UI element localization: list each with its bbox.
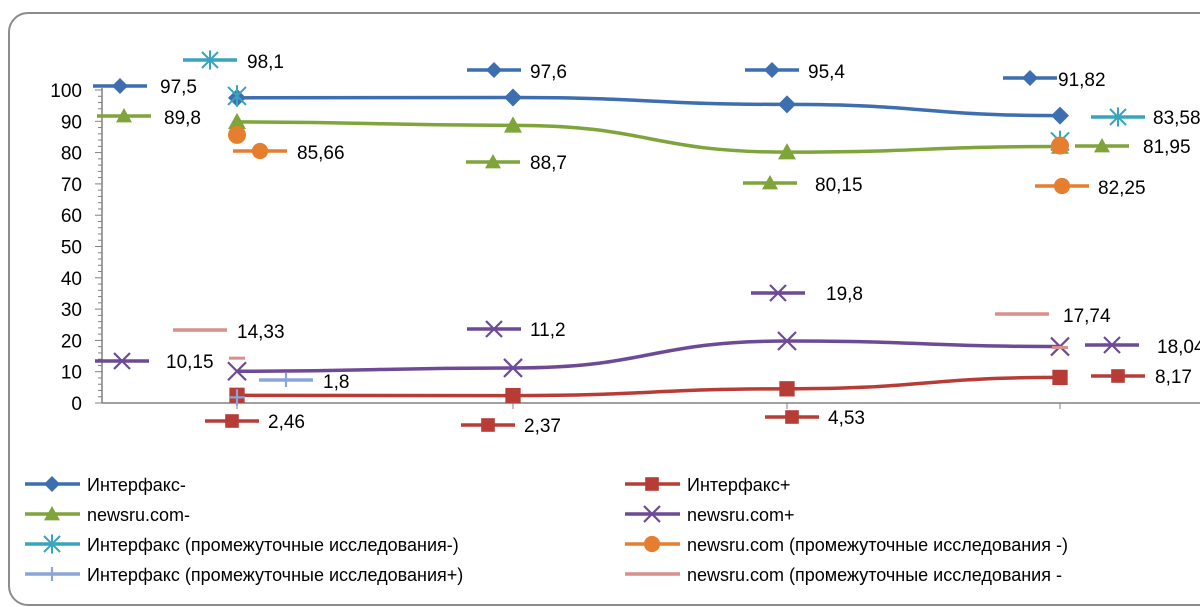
data-label: 17,74 bbox=[1063, 306, 1111, 327]
label-key-marker bbox=[201, 50, 219, 70]
data-label: 85,66 bbox=[297, 143, 345, 164]
y-tick-label: 80 bbox=[61, 144, 82, 165]
data-label: 4,53 bbox=[828, 408, 865, 429]
data-label: 97,5 bbox=[160, 77, 197, 98]
label-key-marker bbox=[1053, 177, 1071, 195]
y-tick-label: 60 bbox=[61, 206, 82, 227]
legend-label: newsru.com (промежуточные исследования - bbox=[687, 565, 1062, 585]
data-label: 97,6 bbox=[530, 62, 567, 83]
data-label: 2,37 bbox=[524, 416, 561, 437]
label-key-marker bbox=[785, 410, 799, 424]
y-tick-label: 0 bbox=[71, 394, 82, 415]
data-label: 11,2 bbox=[530, 320, 566, 341]
legend-label: Интерфакс (промежуточные исследования-) bbox=[87, 535, 459, 555]
legend-marker bbox=[44, 476, 60, 492]
data-label: 95,4 bbox=[808, 62, 845, 83]
data-label: 83,58 bbox=[1153, 108, 1200, 129]
data-point bbox=[228, 112, 246, 130]
label-key-marker bbox=[1111, 369, 1125, 383]
data-label: 80,15 bbox=[815, 175, 863, 196]
label-key-marker bbox=[1094, 138, 1110, 153]
label-key-marker bbox=[481, 418, 495, 432]
series-line bbox=[236, 339, 1061, 373]
data-point bbox=[504, 88, 522, 107]
label-key-marker bbox=[1109, 107, 1127, 127]
legend-marker bbox=[44, 506, 60, 521]
series-line bbox=[236, 375, 1061, 398]
y-tick-label: 100 bbox=[50, 81, 82, 102]
data-label: 14,33 bbox=[237, 322, 285, 343]
chart-frame bbox=[8, 12, 1200, 606]
y-tick-label: 10 bbox=[61, 363, 82, 384]
data-point bbox=[504, 116, 522, 133]
data-label: 81,95 bbox=[1143, 137, 1191, 158]
label-key-marker bbox=[769, 284, 787, 302]
data-label: 82,25 bbox=[1098, 178, 1146, 199]
y-tick-label: 70 bbox=[61, 175, 82, 196]
y-tick-label: 40 bbox=[61, 269, 82, 290]
data-point bbox=[503, 358, 523, 378]
data-label: 91,82 bbox=[1058, 70, 1106, 91]
data-point bbox=[777, 331, 797, 351]
legend-marker bbox=[43, 534, 61, 554]
label-key-marker bbox=[764, 62, 780, 78]
data-point bbox=[229, 389, 245, 406]
label-key-marker bbox=[112, 78, 128, 94]
legend-label: newsru.com+ bbox=[687, 505, 795, 525]
y-tick-label: 30 bbox=[61, 300, 82, 321]
legend-marker bbox=[643, 505, 661, 523]
label-key-marker bbox=[485, 320, 503, 338]
data-label: 10,15 bbox=[166, 352, 214, 373]
label-key-marker bbox=[225, 414, 239, 428]
data-label: 18,04 bbox=[1157, 337, 1200, 358]
data-label: 19,8 bbox=[826, 284, 863, 305]
data-point bbox=[778, 143, 796, 160]
label-key-marker bbox=[279, 373, 293, 387]
data-label: 1,8 bbox=[323, 372, 349, 393]
label-key-marker bbox=[486, 62, 502, 78]
y-tick-label: 90 bbox=[61, 112, 82, 133]
data-label: 2,46 bbox=[268, 412, 305, 433]
data-point bbox=[228, 125, 246, 144]
data-label: 8,17 bbox=[1155, 367, 1192, 388]
data-point bbox=[1052, 369, 1068, 386]
label-key-marker bbox=[251, 142, 269, 160]
series-line bbox=[236, 120, 1061, 154]
y-tick-label: 50 bbox=[61, 238, 82, 259]
legend-marker bbox=[45, 567, 59, 581]
legend-marker bbox=[645, 477, 659, 491]
data-label: 98,1 bbox=[247, 52, 284, 73]
data-point bbox=[1051, 136, 1069, 155]
label-key-marker bbox=[1103, 336, 1121, 354]
data-point bbox=[779, 381, 795, 397]
y-tick-label: 20 bbox=[61, 331, 82, 352]
legend-label: Интерфакс+ bbox=[687, 475, 790, 495]
data-label: 89,8 bbox=[164, 108, 201, 129]
data-point bbox=[1051, 106, 1069, 125]
label-key-marker bbox=[485, 154, 501, 169]
legend-label: Интерфакс- bbox=[87, 475, 186, 495]
label-key-marker bbox=[116, 108, 132, 123]
label-key-marker bbox=[1022, 70, 1038, 86]
series-line bbox=[236, 95, 1061, 118]
label-key-marker bbox=[762, 175, 778, 190]
legend-label: Интерфакс (промежуточные исследования+) bbox=[87, 565, 463, 585]
data-label: 88,7 bbox=[530, 153, 567, 174]
data-point bbox=[227, 361, 247, 382]
data-point bbox=[227, 85, 247, 107]
legend-label: newsru.com- bbox=[87, 505, 190, 525]
legend-marker bbox=[643, 535, 661, 553]
label-key-marker bbox=[113, 352, 131, 370]
data-point bbox=[505, 387, 521, 404]
legend-label: newsru.com (промежуточные исследования -… bbox=[687, 535, 1068, 555]
data-point bbox=[778, 95, 796, 114]
